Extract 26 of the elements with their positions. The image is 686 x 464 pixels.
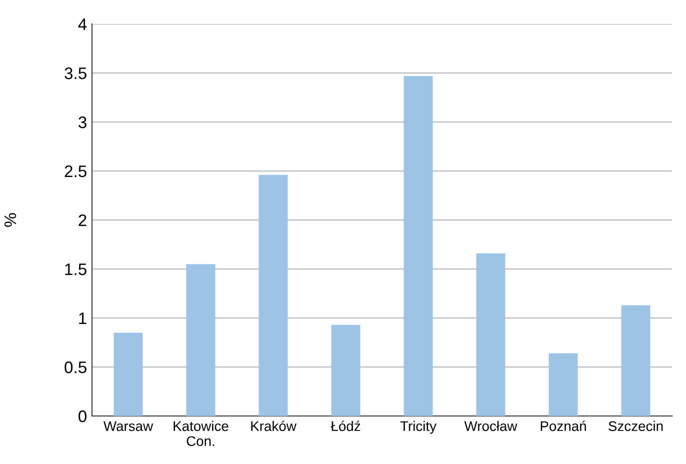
- y-tick-label: 0.5: [64, 361, 86, 374]
- bar: [258, 174, 288, 416]
- bar: [548, 353, 578, 416]
- y-tick-label: 1: [79, 312, 86, 324]
- y-tick-label: 1.5: [65, 264, 86, 276]
- y-axis-title: %: [4, 213, 16, 227]
- bar: [114, 332, 143, 416]
- bar: [404, 76, 433, 416]
- y-tick-label: 0: [78, 410, 86, 422]
- y-tick-label: 4: [78, 18, 87, 30]
- x-tick-label: Kraków: [251, 420, 296, 432]
- x-tick-label: Warsaw: [103, 421, 154, 432]
- x-tick-label: Szczecin: [608, 420, 663, 432]
- bar: [186, 264, 216, 416]
- bar: [331, 324, 360, 416]
- y-tick-label: 2.5: [64, 165, 86, 178]
- x-tick-label: Katowice Con.: [174, 420, 228, 446]
- x-tick-label: Tricity: [400, 420, 436, 434]
- x-tick-label: Łódź: [330, 420, 360, 432]
- bar: [621, 305, 650, 416]
- y-tick-label: 3.5: [64, 67, 86, 80]
- x-tick-label: Poznań: [540, 420, 586, 432]
- x-tick-label: Wrocław: [464, 420, 518, 432]
- y-tick-label: 3: [78, 116, 86, 128]
- y-tick-label: 2: [78, 214, 86, 226]
- bar: [476, 253, 506, 416]
